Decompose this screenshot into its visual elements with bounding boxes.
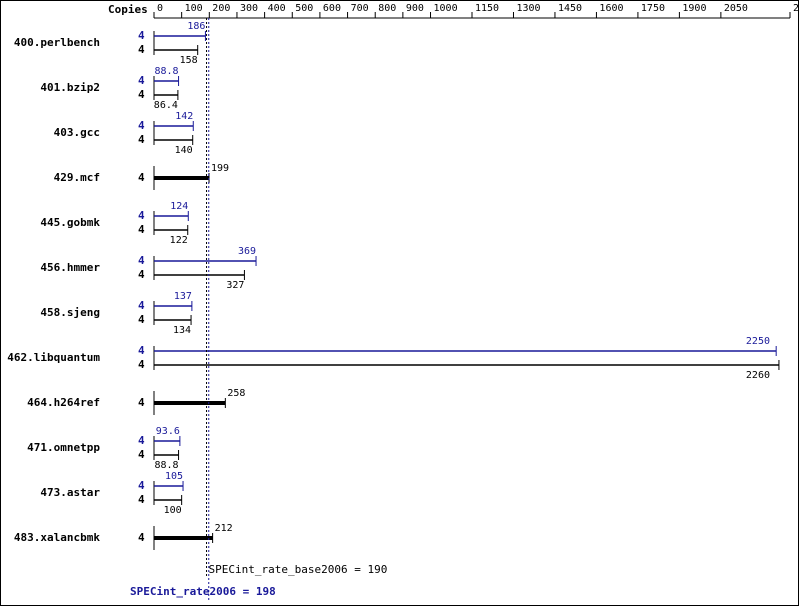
copies-label: 4 [138,531,145,544]
x-tick-label: 300 [240,3,258,14]
x-tick-label: 1750 [641,3,665,14]
x-tick-label: 500 [295,3,313,14]
category-label: 401.bzip2 [40,81,100,94]
copies-label: 4 [138,171,145,184]
copies-label: 4 [138,43,145,56]
x-tick-label: 200 [212,3,230,14]
value-label: 2250 [746,336,770,347]
category-label: 471.omnetpp [27,441,100,454]
copies-label: 4 [138,493,145,506]
x-tick-label: 700 [351,3,369,14]
copies-header: Copies [108,3,148,16]
copies-label: 4 [138,313,145,326]
value-label: 327 [226,280,244,291]
category-label: 458.sjeng [40,306,100,319]
category-label: 445.gobmk [40,216,100,229]
x-tick-label: 800 [378,3,396,14]
category-label: 462.libquantum [7,351,100,364]
value-label: 105 [165,471,183,482]
copies-label: 4 [138,396,145,409]
value-label: 2260 [746,370,770,381]
copies-label: 4 [138,299,145,312]
copies-label: 4 [138,434,145,447]
value-label: 140 [175,145,193,156]
copies-label: 4 [138,119,145,132]
category-label: 403.gcc [54,126,100,139]
copies-label: 4 [138,448,145,461]
copies-label: 4 [138,479,145,492]
reference-label: SPECint_rate_base2006 = 190 [209,563,388,576]
copies-label: 4 [138,29,145,42]
value-label: 88.8 [154,66,178,77]
value-label: 258 [227,388,245,399]
x-tick-label: 1000 [434,3,458,14]
value-label: 137 [174,291,192,302]
category-label: 473.astar [40,486,100,499]
copies-label: 4 [138,254,145,267]
value-label: 124 [170,201,188,212]
category-label: 483.xalancbmk [14,531,100,544]
x-tick-label: 1600 [599,3,623,14]
reference-label: SPECint_rate2006 = 198 [130,585,276,598]
copies-label: 4 [138,358,145,371]
value-label: 186 [187,21,205,32]
copies-label: 4 [138,268,145,281]
copies-label: 4 [138,209,145,222]
copies-label: 4 [138,74,145,87]
value-label: 86.4 [154,100,178,111]
value-label: 88.8 [154,460,178,471]
copies-label: 4 [138,223,145,236]
x-tick-label: 600 [323,3,341,14]
value-label: 158 [180,55,198,66]
value-label: 93.6 [156,426,180,437]
x-tick-label: 0 [157,3,163,14]
x-tick-label: 100 [185,3,203,14]
value-label: 212 [215,523,233,534]
x-tick-label: 1300 [516,3,540,14]
category-label: 429.mcf [54,171,100,184]
x-tick-label: 2300 [793,3,799,14]
value-label: 369 [238,246,256,257]
category-label: 456.hmmer [40,261,100,274]
value-label: 199 [211,163,229,174]
copies-label: 4 [138,88,145,101]
x-tick-label: 1900 [682,3,706,14]
value-label: 142 [175,111,193,122]
value-label: 100 [164,505,182,516]
category-label: 464.h264ref [27,396,100,409]
x-tick-label: 400 [268,3,286,14]
x-tick-label: 1150 [475,3,499,14]
copies-label: 4 [138,133,145,146]
x-tick-label: 1450 [558,3,582,14]
category-label: 400.perlbench [14,36,100,49]
value-label: 134 [173,325,191,336]
copies-label: 4 [138,344,145,357]
value-label: 122 [170,235,188,246]
x-tick-label: 2050 [724,3,748,14]
x-tick-label: 900 [406,3,424,14]
